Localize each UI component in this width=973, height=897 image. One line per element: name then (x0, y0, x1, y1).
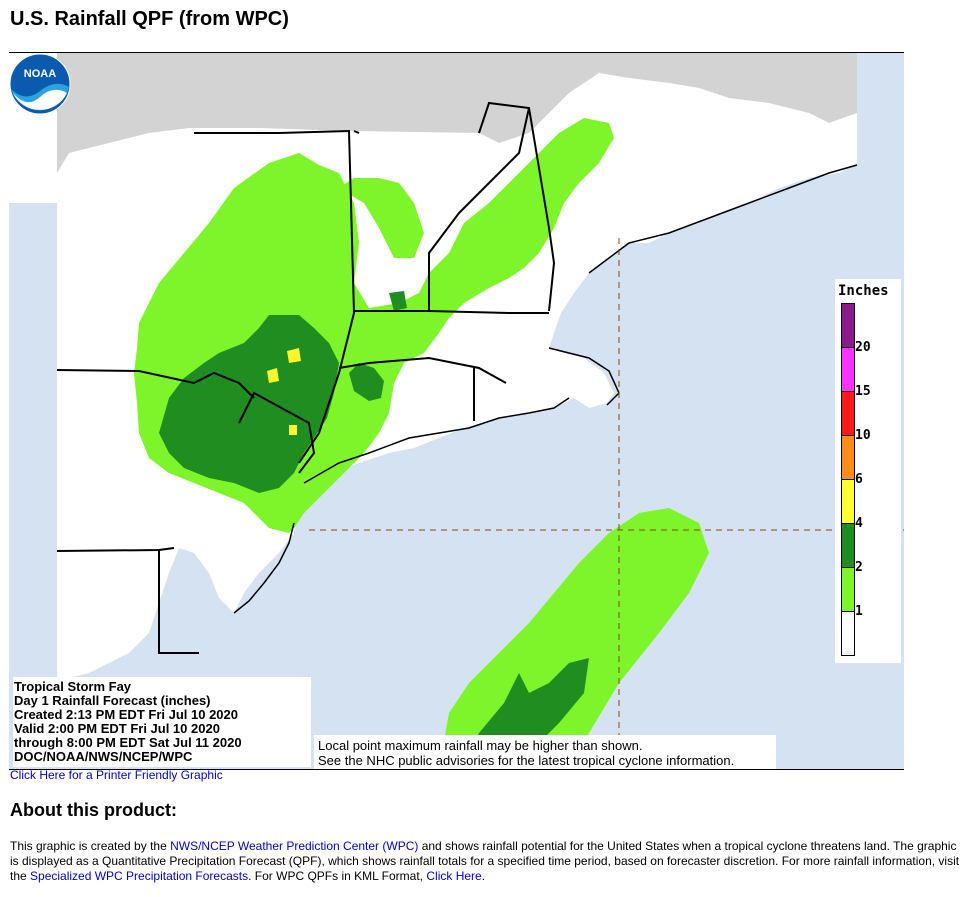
legend-color-bar (841, 303, 855, 656)
legend-label: 2 (855, 560, 863, 575)
legend-label: 10 (855, 428, 871, 443)
legend-swatch (842, 435, 854, 479)
legend-label: 1 (855, 604, 863, 619)
printer-friendly-link[interactable]: Click Here for a Printer Friendly Graphi… (10, 768, 223, 782)
legend-swatch (842, 567, 854, 611)
noaa-logo: NOAA (9, 53, 71, 115)
forecast-info-box: Tropical Storm Fay Day 1 Rainfall Foreca… (13, 677, 311, 767)
legend-swatch (842, 304, 854, 347)
state-borders (56, 101, 556, 654)
legend-swatch (842, 391, 854, 435)
disclaimer-line-1: Local point maximum rainfall may be high… (318, 738, 643, 753)
specialized-forecasts-link[interactable]: Specialized WPC Precipitation Forecasts (30, 869, 249, 883)
credit-line: DOC/NOAA/NWS/NCEP/WPC (14, 749, 193, 764)
kml-link[interactable]: Click Here (426, 869, 482, 883)
about-heading: About this product: (10, 800, 177, 820)
created-time: Created 2:13 PM EDT Fri Jul 10 2020 (14, 707, 238, 722)
rainfall-map: Tropical Storm Fay Day 1 Rainfall Foreca… (9, 52, 904, 770)
noaa-logo-text: NOAA (24, 68, 56, 80)
canada-area (57, 53, 857, 173)
through-time: through 8:00 PM EDT Sat Jul 11 2020 (14, 735, 242, 750)
rainfall-4in-spot (287, 348, 301, 363)
coastline (233, 164, 858, 614)
dashed-reference-lines (309, 238, 904, 769)
about-paragraph: This graphic is created by the NWS/NCEP … (10, 839, 960, 883)
disclaimer-box: Local point maximum rainfall may be high… (314, 735, 776, 769)
wpc-link[interactable]: NWS/NCEP Weather Prediction Center (WPC) (170, 839, 419, 853)
legend-swatch (842, 523, 854, 567)
disclaimer-line-2: See the NHC public advisories for the la… (318, 753, 735, 768)
legend-swatch (842, 347, 854, 391)
legend-swatch (842, 611, 854, 655)
legend-title: Inches (838, 283, 889, 299)
legend-label: 15 (855, 384, 871, 399)
storm-name: Tropical Storm Fay (14, 679, 132, 694)
valid-time: Valid 2:00 PM EDT Fri Jul 10 2020 (14, 721, 220, 736)
product-line: Day 1 Rainfall Forecast (inches) (14, 693, 211, 708)
legend-swatch (842, 479, 854, 523)
map-graphic (9, 53, 904, 769)
rainfall-legend: Inches 20 15 10 6 4 2 1 (835, 279, 901, 663)
legend-label: 4 (855, 516, 863, 531)
page-title: U.S. Rainfall QPF (from WPC) (10, 8, 289, 30)
legend-label: 6 (855, 472, 863, 487)
legend-label: 20 (855, 340, 871, 355)
